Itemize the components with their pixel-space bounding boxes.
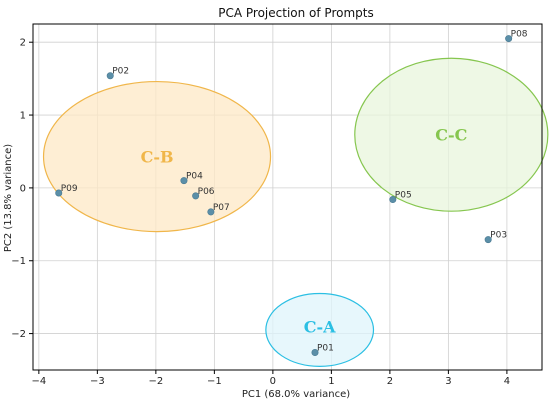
cluster-ellipses (42, 57, 549, 367)
point-label-p04: P04 (186, 172, 203, 182)
cluster-labels: C-A C-B C-C (141, 126, 468, 337)
cluster-ellipse-c-a (265, 292, 375, 367)
x-tick-label: −4 (31, 376, 46, 387)
point-label-p06: P06 (198, 187, 215, 197)
data-points: P01 P02 P03 P04 P05 P06 P07 P08 P09 (55, 30, 528, 357)
x-tick-label: 1 (328, 376, 334, 387)
data-point-p05 (389, 196, 397, 204)
x-tick-label: 2 (387, 376, 393, 387)
cluster-label-c-a: C-A (304, 317, 336, 336)
point-label-p05: P05 (395, 191, 412, 201)
x-tick-label: −2 (148, 376, 163, 387)
cluster-ellipse-c-b (42, 80, 272, 233)
point-label-p03: P03 (490, 231, 507, 241)
x-tick-label: 3 (445, 376, 451, 387)
y-axis-label: PC2 (13.8% variance) (3, 144, 14, 252)
point-label-p09: P09 (61, 184, 78, 194)
data-point-p03 (484, 236, 492, 244)
point-label-p08: P08 (511, 30, 528, 40)
y-tick-label: 0 (20, 183, 26, 194)
x-tick-label: −3 (90, 376, 105, 387)
chart-title: PCA Projection of Prompts (218, 6, 373, 20)
point-label-p01: P01 (317, 344, 334, 354)
cluster-label-c-c: C-C (435, 126, 467, 145)
data-point-p06 (192, 192, 200, 200)
x-tick-label: −1 (207, 376, 222, 387)
data-point-p01 (311, 349, 319, 357)
point-label-p02: P02 (112, 67, 129, 77)
x-tick-label: 4 (504, 376, 510, 387)
cluster-ellipse-c-c (354, 57, 549, 212)
cluster-label-c-b: C-B (141, 148, 174, 167)
data-point-p09 (55, 189, 63, 197)
y-tick-label: −1 (11, 256, 26, 267)
x-tick-label: 0 (270, 376, 276, 387)
point-label-p07: P07 (213, 203, 230, 213)
data-point-p04 (180, 177, 188, 185)
y-tick-label: −2 (11, 329, 26, 340)
plot-frame (32, 23, 543, 371)
y-tick-label: 2 (20, 38, 26, 49)
data-point-p08 (505, 35, 513, 43)
data-point-p02 (106, 72, 114, 80)
y-tick-label: 1 (20, 111, 26, 122)
axes: −4 −3 −2 −1 0 1 2 3 4 −2 −1 0 1 2 (11, 23, 543, 387)
data-point-p07 (207, 208, 215, 216)
x-axis-label: PC1 (68.0% variance) (242, 389, 350, 400)
